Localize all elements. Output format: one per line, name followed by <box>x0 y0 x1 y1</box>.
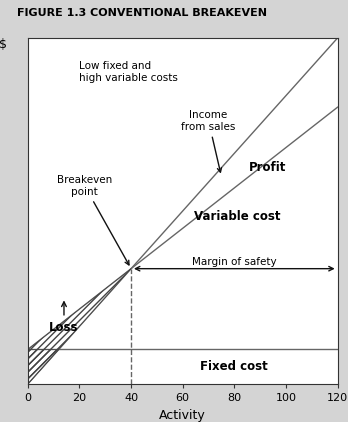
Text: Margin of safety: Margin of safety <box>192 257 277 267</box>
Text: Fixed cost: Fixed cost <box>200 360 268 373</box>
Text: Profit: Profit <box>248 161 286 174</box>
Text: Income
from sales: Income from sales <box>181 110 236 172</box>
Text: Breakeven
point: Breakeven point <box>57 175 129 265</box>
Text: $: $ <box>0 38 7 51</box>
Text: FIGURE 1.3 CONVENTIONAL BREAKEVEN: FIGURE 1.3 CONVENTIONAL BREAKEVEN <box>17 8 267 19</box>
Text: Low fixed and
high variable costs: Low fixed and high variable costs <box>79 61 178 83</box>
Text: Variable cost: Variable cost <box>194 210 281 223</box>
X-axis label: Activity: Activity <box>159 408 206 422</box>
Text: Loss: Loss <box>49 302 79 333</box>
